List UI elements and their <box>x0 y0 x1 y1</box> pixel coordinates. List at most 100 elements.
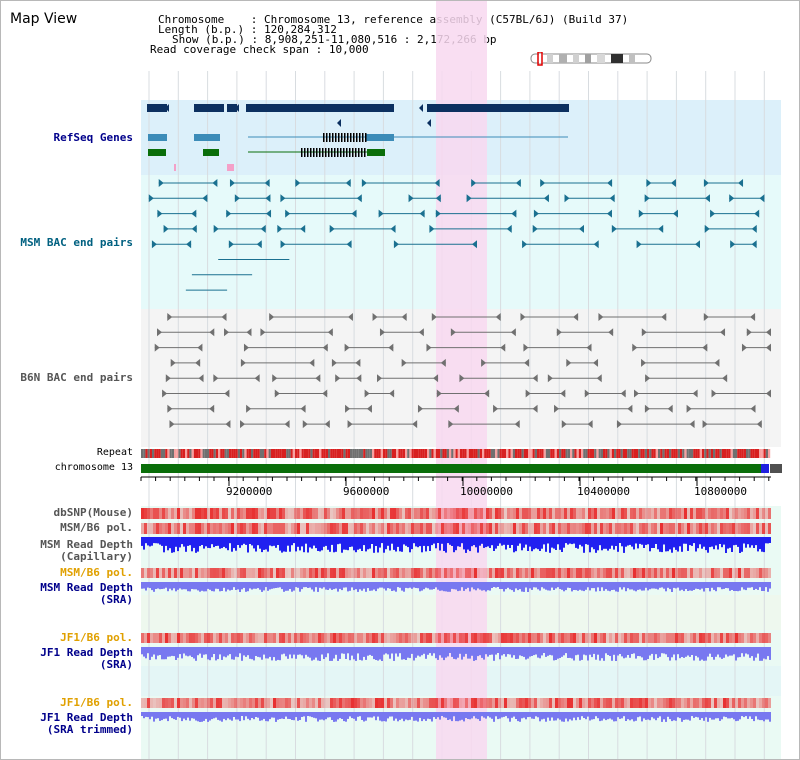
dbsnp-cell <box>750 508 753 519</box>
pol-cell <box>591 633 594 643</box>
track-label-msm-depth-cap-1[interactable]: MSM Read Depth <box>40 538 133 551</box>
repeat-feature <box>713 449 716 458</box>
track-label-jf1-depth-sra-1[interactable]: JF1 Read Depth <box>40 646 133 659</box>
track-label-refseq[interactable]: RefSeq Genes <box>53 131 133 144</box>
chromosome-ideogram[interactable] <box>529 52 653 66</box>
repeat-feature <box>330 449 333 458</box>
gene-block <box>227 104 237 112</box>
pol-cell <box>171 698 174 708</box>
repeat-feature <box>317 449 320 458</box>
pol-cell <box>765 698 768 708</box>
pol-cell <box>549 568 552 578</box>
pol-cell <box>753 523 756 534</box>
track-label-jf1-b6-pol-2[interactable]: JF1/B6 pol. <box>60 696 133 709</box>
msm-depth-bar <box>589 537 591 553</box>
pol-cell <box>189 633 192 643</box>
msm-bac-pair-end <box>754 209 760 218</box>
track-label-msm-b6-pol-2[interactable]: MSM/B6 pol. <box>60 566 133 579</box>
repeat-feature <box>345 449 348 458</box>
pol-cell <box>381 568 384 578</box>
msm-depth-bar <box>707 537 709 553</box>
b6n-bac-pair-end <box>426 343 432 352</box>
msm-bac-pair-end <box>466 194 472 203</box>
pol-cell <box>462 568 465 578</box>
pol-cell <box>579 633 582 643</box>
pol-cell <box>228 523 231 534</box>
track-label-msm-b6-pol-1[interactable]: MSM/B6 pol. <box>60 521 133 534</box>
msm-sra-depth-bar <box>425 582 427 588</box>
msm-depth-bar <box>389 537 391 551</box>
track-label-jf1-b6-pol-1[interactable]: JF1/B6 pol. <box>60 631 133 644</box>
msm-depth-bar <box>467 537 469 550</box>
jf1-sra-depth-bar <box>727 647 729 657</box>
b6n-bac-pair-end <box>195 358 201 367</box>
jf1-trim-depth-bar <box>157 712 159 719</box>
msm-depth-bar <box>585 537 587 545</box>
gene-exon <box>329 133 331 142</box>
dbsnp-cell <box>306 508 309 519</box>
msm-depth-bar <box>457 537 459 547</box>
jf1-trim-depth-bar <box>607 712 609 720</box>
dbsnp-cell <box>432 508 435 519</box>
gene-exon <box>328 148 330 157</box>
pol-cell <box>741 633 744 643</box>
track-label-b6n-bac[interactable]: B6N BAC end pairs <box>20 371 133 384</box>
msm-sra-depth-bar <box>461 582 463 588</box>
msm-depth-bar <box>591 537 593 548</box>
pol-cell <box>168 698 171 708</box>
dbsnp-cell <box>588 508 591 519</box>
msm-sra-depth-bar <box>239 582 241 592</box>
msm-depth-bar <box>173 537 175 553</box>
jf1-trim-depth-bar <box>333 712 335 722</box>
track-label-msm-depth-sra-1[interactable]: MSM Read Depth <box>40 581 133 594</box>
pol-cell <box>438 633 441 643</box>
jf1-sra-depth-bar <box>427 647 429 655</box>
msm-depth-bar <box>755 537 757 546</box>
pol-cell <box>678 523 681 534</box>
jf1-trim-depth-bar <box>731 712 733 718</box>
jf1-sra-depth-bar <box>273 647 275 658</box>
b6n-bac-pair-end <box>347 313 353 321</box>
jf1-sra-depth-bar <box>143 647 145 657</box>
msm-depth-bar <box>537 537 539 550</box>
msm-depth-bar <box>367 537 369 550</box>
msm-sra-depth-bar <box>643 582 645 591</box>
pol-cell <box>531 568 534 578</box>
pol-cell <box>243 523 246 534</box>
pol-cell <box>573 633 576 643</box>
jf1-sra-depth-bar <box>637 647 639 656</box>
repeat-feature <box>486 449 489 458</box>
pol-cell <box>303 568 306 578</box>
pol-cell <box>588 698 591 708</box>
b6n-bac-pair-end <box>401 313 407 321</box>
gene-exon <box>340 148 342 157</box>
jf1-trim-depth-bar <box>171 712 173 719</box>
track-label-msm-bac[interactable]: MSM BAC end pairs <box>20 236 133 249</box>
msm-depth-bar <box>233 537 235 549</box>
pol-cell <box>492 698 495 708</box>
jf1-trim-depth-bar <box>761 712 763 721</box>
jf1-sra-depth-bar <box>707 647 709 657</box>
jf1-sra-depth-bar <box>471 647 473 656</box>
pol-cell <box>717 633 720 643</box>
b6n-bac-pair-end <box>573 313 579 321</box>
track-label-jf1-depth-trim-1[interactable]: JF1 Read Depth <box>40 711 133 724</box>
jf1-sra-depth-bar <box>229 647 231 655</box>
jf1-sra-depth-bar <box>717 647 719 655</box>
msm-depth-bar <box>429 537 431 551</box>
msm-depth-bar <box>375 537 377 546</box>
pol-cell <box>759 523 762 534</box>
pol-cell <box>348 698 351 708</box>
b6n-bac-pair-end <box>243 343 249 352</box>
repeat-feature <box>438 449 441 458</box>
repeat-feature <box>251 449 254 458</box>
dbsnp-cell <box>246 508 249 519</box>
track-label-repeat[interactable]: Repeat <box>96 447 133 458</box>
msm-sra-depth-bar <box>257 582 259 589</box>
jf1-sra-depth-bar <box>749 647 751 658</box>
jf1-trim-depth-bar <box>677 712 679 718</box>
pol-cell <box>270 523 273 534</box>
track-label-dbsnp[interactable]: dbSNP(Mouse) <box>53 506 133 519</box>
pol-cell <box>357 523 360 534</box>
